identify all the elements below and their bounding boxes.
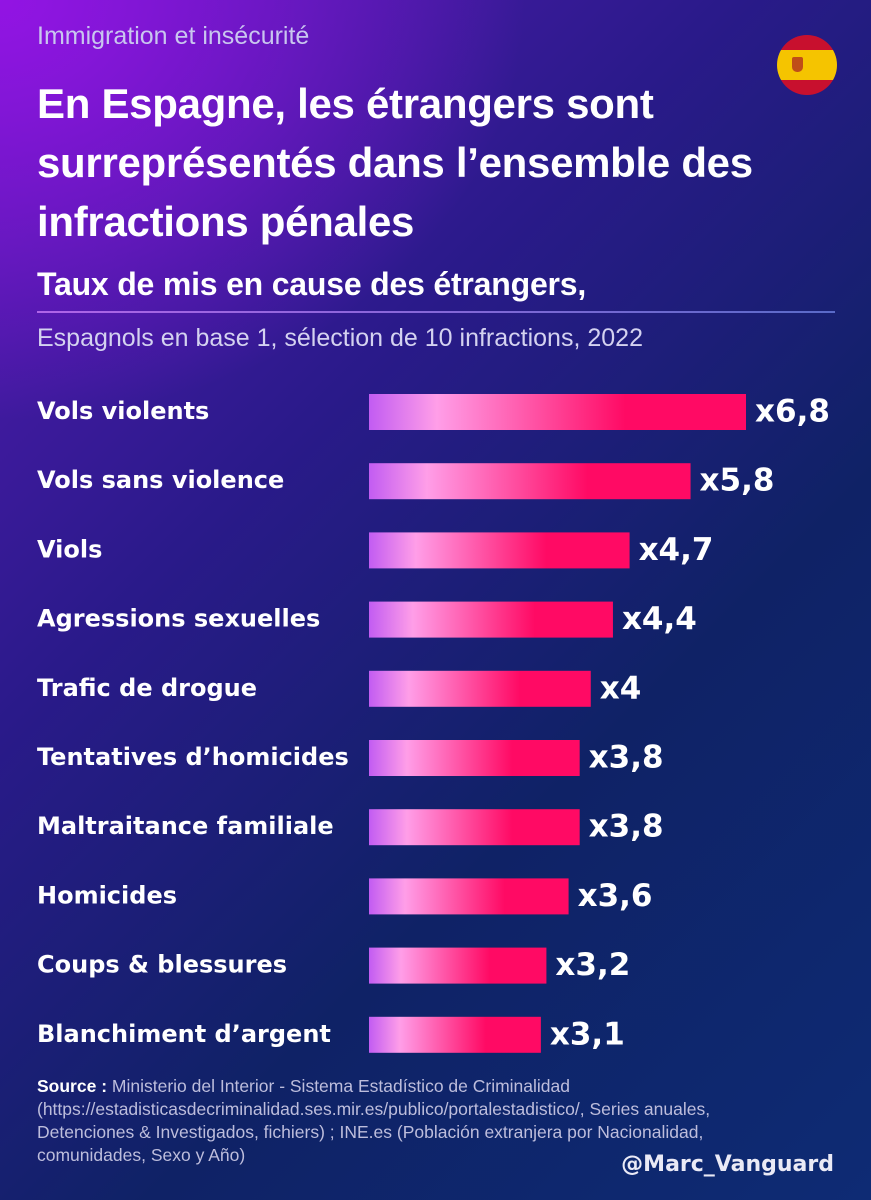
category-label: Trafic de drogue [37,674,257,702]
category-label: Coups & blessures [37,951,287,979]
value-label: x3,6 [578,878,653,914]
category-label: Viols [37,535,102,563]
bar [369,601,613,638]
value-label: x5,8 [700,463,775,499]
spain-flag-icon [777,35,837,95]
kicker: Immigration et insécurité [37,22,310,50]
source-label: Source : [37,1076,108,1096]
category-label: Homicides [37,881,177,909]
category-label: Agressions sexuelles [37,605,320,633]
value-label: x4,7 [639,532,714,568]
value-label: x3,1 [550,1016,625,1052]
category-label: Vols sans violence [37,466,284,494]
value-label: x3,8 [589,740,664,776]
source-note: Source : Ministerio del Interior - Siste… [37,1075,797,1167]
bars-group: Vols violents x6,8 Vols sans violence x5,8 V… [37,394,830,1053]
bar-chart: Vols violents x6,8 Vols sans violence x5,8 V… [37,394,830,1053]
value-label: x3,8 [589,809,664,845]
chart-title: Taux de mis en cause des étrangers, [37,266,587,302]
source-text: Ministerio del Interior - Sistema Estadí… [37,1076,711,1165]
category-label: Maltraitance familiale [37,812,334,840]
bar [369,878,569,915]
bar [369,740,580,776]
value-label: x4,4 [622,601,697,637]
coat-of-arms-icon [792,57,803,72]
chart-subtitle: Espagnols en base 1, sélection de 10 inf… [37,324,643,352]
bar [369,463,691,500]
value-label: x4 [600,670,642,706]
value-label: x6,8 [755,394,830,430]
category-label: Tentatives d’homicides [37,743,349,771]
bar [369,809,580,846]
category-label: Vols violents [37,397,209,425]
title-divider [37,311,835,313]
category-label: Blanchiment d’argent [37,1020,331,1048]
page-title: En Espagne, les étrangers sont surreprés… [37,80,753,245]
value-label: x3,2 [555,947,630,983]
bar [369,532,630,569]
bar [369,947,547,984]
author-handle[interactable]: @Marc_Vanguard [621,1152,834,1177]
bar [369,394,746,430]
bar [369,670,591,707]
bar [369,1016,541,1053]
